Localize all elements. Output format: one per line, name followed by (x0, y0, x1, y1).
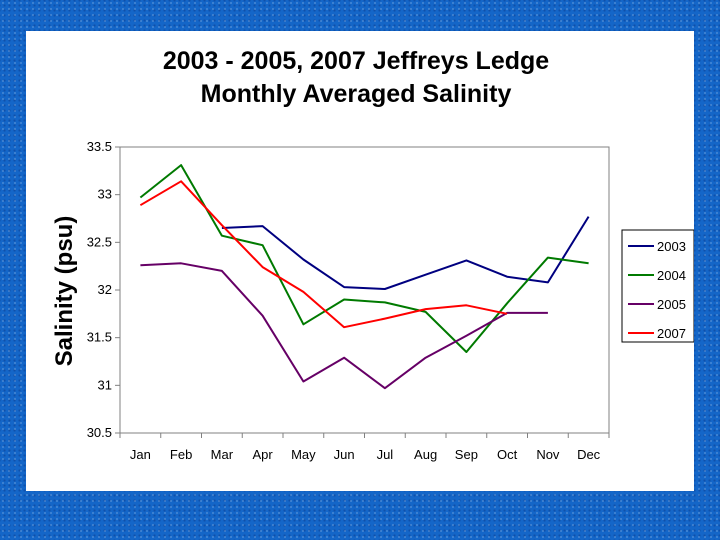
x-tick-label-jul: Jul (377, 447, 394, 462)
y-tick-label: 32.5 (87, 234, 112, 249)
legend-box (621, 229, 694, 343)
chart-title-line-2: Monthly Averaged Salinity (201, 80, 512, 108)
x-tick-label-jan: Jan (130, 447, 151, 462)
x-tick-label-mar: Mar (211, 447, 234, 462)
y-axis: 30.5 31 31.5 32 32.5 33 33.5 (87, 139, 120, 440)
plot-area (119, 146, 610, 434)
legend-label-2003: 2003 (657, 239, 686, 254)
y-tick-label: 30.5 (87, 425, 112, 440)
y-tick-label: 33.5 (87, 139, 112, 154)
chart-slide: 2003 - 2005, 2007 Jeffreys Ledge Monthly… (26, 31, 694, 491)
y-tick-label: 33 (98, 187, 112, 202)
series-line-2005 (140, 262, 548, 390)
series-lines (139, 164, 590, 390)
x-tick-label-apr: Apr (253, 447, 274, 462)
y-tick-label: 31.5 (87, 330, 112, 345)
chart-title-line-1: 2003 - 2005, 2007 Jeffreys Ledge (163, 47, 549, 75)
legend-label-2007: 2007 (657, 326, 686, 341)
x-tick-label-dec: Dec (577, 447, 601, 462)
legend-label-2004: 2004 (657, 268, 686, 283)
x-tick-label-nov: Nov (536, 447, 560, 462)
x-tick-label-jun: Jun (334, 447, 355, 462)
series-line-2007 (139, 180, 508, 329)
x-tick-label-feb: Feb (170, 447, 192, 462)
y-tick-label: 32 (98, 282, 112, 297)
y-axis-label: Salinity (psu) (51, 216, 78, 367)
salinity-line-chart: 2003 - 2005, 2007 Jeffreys Ledge Monthly… (51, 47, 694, 462)
y-tick-label: 31 (98, 377, 112, 392)
series-line-2004 (139, 164, 589, 353)
x-tick-label-aug: Aug (414, 447, 437, 462)
x-tick-label-oct: Oct (497, 447, 518, 462)
legend-label-2005: 2005 (657, 297, 686, 312)
legend: 2003 2004 2005 2007 (628, 239, 686, 341)
x-axis: Jan Feb Mar Apr May Jun Jul Aug Sep Oct Nov Dec (119, 433, 610, 462)
x-tick-label-may: May (291, 447, 316, 462)
x-tick-label-sep: Sep (455, 447, 478, 462)
